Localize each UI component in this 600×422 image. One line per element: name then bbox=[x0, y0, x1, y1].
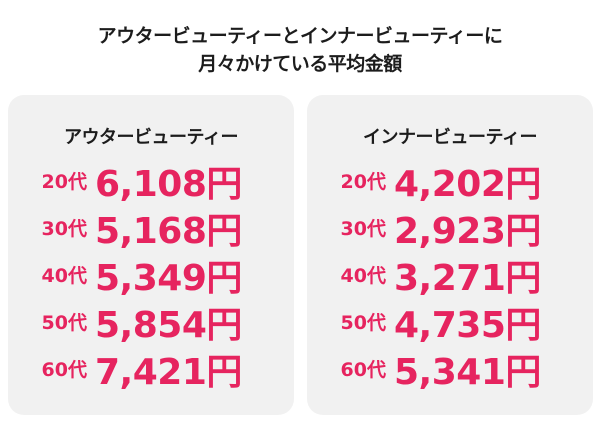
amount-value: 4,735円 bbox=[394, 304, 541, 346]
age-label: 20代 bbox=[41, 171, 87, 193]
age-label: 20代 bbox=[340, 171, 386, 193]
table-row: 30代 5,168円 bbox=[8, 204, 294, 252]
age-label: 30代 bbox=[340, 218, 386, 240]
age-label: 30代 bbox=[41, 218, 87, 240]
age-label: 40代 bbox=[41, 265, 87, 287]
outer-beauty-rows: 20代 6,108円 30代 5,168円 40代 5,349円 50代 5,854円 … bbox=[8, 157, 294, 393]
age-label: 40代 bbox=[340, 265, 386, 287]
page-title: アウタービューティーとインナービューティーに 月々かけている平均金額 bbox=[0, 22, 600, 78]
amount-value: 3,271円 bbox=[394, 257, 541, 299]
table-row: 20代 6,108円 bbox=[8, 157, 294, 205]
amount-value: 6,108円 bbox=[95, 163, 242, 205]
title-line-2: 月々かけている平均金額 bbox=[198, 53, 402, 75]
table-row: 30代 2,923円 bbox=[307, 204, 593, 252]
age-label: 50代 bbox=[340, 312, 386, 334]
amount-value: 5,168円 bbox=[95, 210, 242, 252]
amount-value: 2,923円 bbox=[394, 210, 541, 252]
table-row: 40代 5,349円 bbox=[8, 251, 294, 299]
outer-beauty-heading: アウタービューティー bbox=[64, 127, 238, 148]
table-row: 50代 4,735円 bbox=[307, 298, 593, 346]
table-row: 60代 7,421円 bbox=[8, 345, 294, 393]
inner-beauty-card: インナービューティー 20代 4,202円 30代 2,923円 40代 3,271円… bbox=[307, 95, 593, 415]
table-row: 40代 3,271円 bbox=[307, 251, 593, 299]
amount-value: 5,854円 bbox=[95, 304, 242, 346]
amount-value: 5,341円 bbox=[394, 351, 541, 393]
age-label: 50代 bbox=[41, 312, 87, 334]
amount-value: 7,421円 bbox=[95, 351, 242, 393]
title-line-1: アウタービューティーとインナービューティーに bbox=[97, 25, 503, 47]
inner-beauty-rows: 20代 4,202円 30代 2,923円 40代 3,271円 50代 4,735円 … bbox=[307, 157, 593, 393]
table-row: 60代 5,341円 bbox=[307, 345, 593, 393]
amount-value: 5,349円 bbox=[95, 257, 242, 299]
inner-beauty-heading: インナービューティー bbox=[363, 127, 537, 148]
age-label: 60代 bbox=[340, 359, 386, 381]
table-row: 50代 5,854円 bbox=[8, 298, 294, 346]
outer-beauty-card: アウタービューティー 20代 6,108円 30代 5,168円 40代 5,349円… bbox=[8, 95, 294, 415]
age-label: 60代 bbox=[41, 359, 87, 381]
table-row: 20代 4,202円 bbox=[307, 157, 593, 205]
amount-value: 4,202円 bbox=[394, 163, 541, 205]
